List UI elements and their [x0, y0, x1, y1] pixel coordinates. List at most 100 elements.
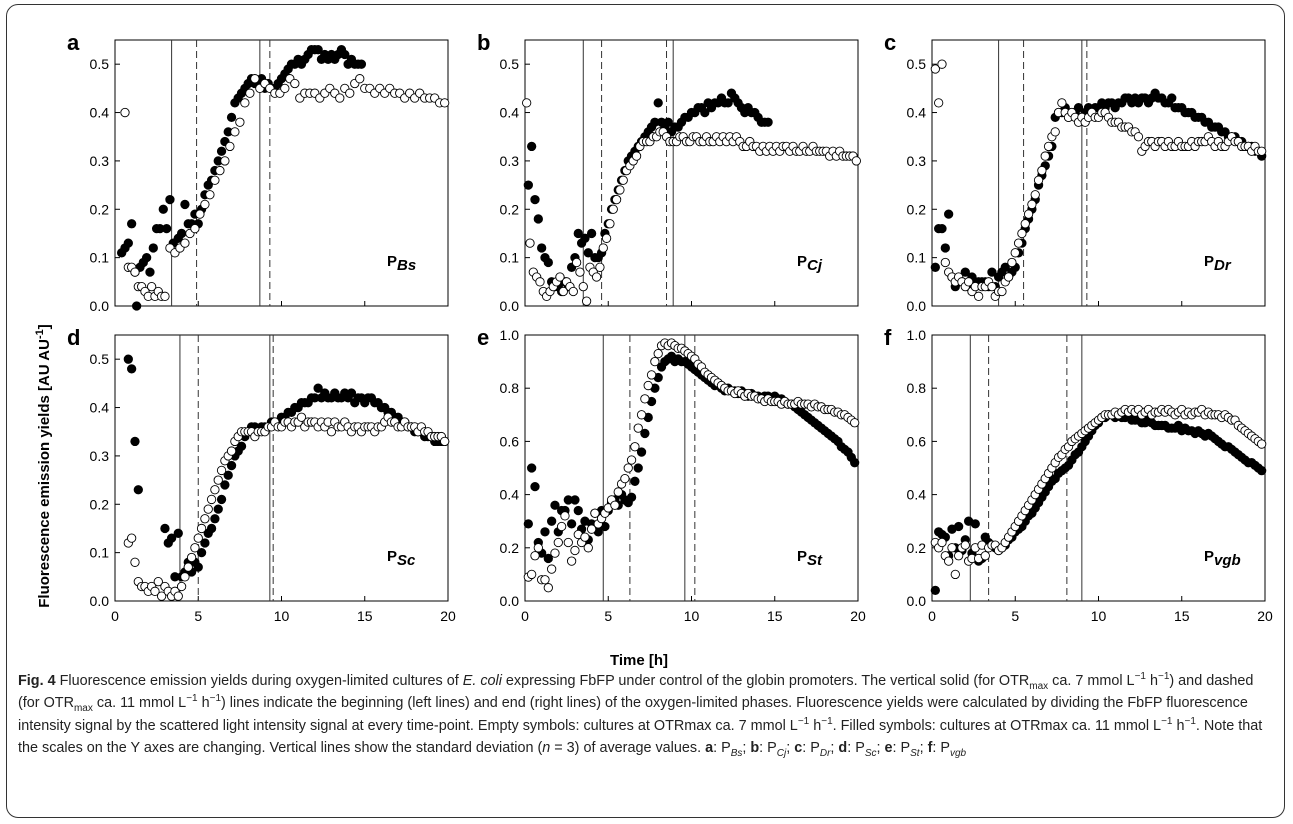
caption-sub: Cj [776, 748, 787, 760]
point-open [355, 74, 365, 84]
caption-text: ) and dashed (for OTR [18, 673, 1254, 712]
promoter-label: PBs [387, 253, 416, 274]
y-tick-label: 0.5 [90, 351, 110, 367]
x-tick-label: 0 [111, 608, 119, 624]
point-filled [640, 428, 650, 439]
point-open [595, 262, 605, 272]
promoter-label: PDr [1204, 253, 1232, 274]
caption-text: expressing FbFP under control of the glo… [501, 673, 1030, 689]
point-filled [550, 500, 560, 510]
point-open [220, 156, 230, 166]
y-tick-label: 0.2 [90, 201, 110, 217]
point-filled [527, 141, 537, 152]
caption-sub: max [1029, 680, 1049, 692]
point-filled [940, 243, 950, 253]
caption-sub: Sc [864, 748, 877, 760]
point-filled [850, 458, 860, 468]
point-open [631, 151, 642, 161]
point-open [326, 427, 337, 437]
point-filled [960, 267, 970, 277]
point-filled [1167, 93, 1177, 103]
point-open [980, 551, 990, 561]
point-open [997, 286, 1007, 297]
point-filled [313, 45, 323, 55]
promoter-subscript: Cj [807, 257, 823, 274]
point-open [126, 533, 137, 543]
panel-letter: a [67, 30, 80, 55]
point-filled [586, 228, 597, 239]
point-open [196, 523, 207, 534]
point-open [535, 277, 545, 287]
point-filled [530, 481, 540, 492]
point-filled [166, 533, 177, 543]
point-open [613, 487, 623, 497]
point-open [120, 107, 130, 118]
caption-text: : P [759, 740, 777, 757]
point-open [570, 545, 580, 556]
point-filled [165, 194, 175, 205]
caption-text: h [197, 695, 210, 712]
promoter-label: Pvgb [1204, 548, 1241, 569]
point-filled [543, 257, 553, 268]
point-open [1017, 228, 1027, 239]
panel-e: e 0.0 0.2 0.4 0.6 0.8 1.0 0 5 10 15 20 PSt [477, 325, 866, 624]
point-filled [663, 117, 673, 127]
caption-text: h [1145, 673, 1158, 689]
x-tick-label: 10 [684, 608, 700, 624]
point-filled [546, 516, 557, 526]
point-filled [944, 209, 954, 219]
point-open [173, 591, 183, 601]
point-open [555, 272, 565, 282]
point-open [1020, 219, 1030, 229]
point-open [193, 533, 203, 543]
y-axis-label: Fluorescence emission yields [AU AU-1] [34, 324, 53, 607]
y-tick-label: 0.2 [907, 201, 927, 217]
series-filled [523, 88, 773, 297]
point-open [527, 569, 537, 580]
point-filled [533, 214, 543, 224]
point-open [226, 446, 237, 456]
series-open [120, 74, 450, 301]
point-open [156, 591, 167, 601]
y-tick-label: 0.0 [500, 593, 520, 609]
figure-frame [6, 4, 1285, 818]
point-open [620, 473, 630, 484]
point-open [245, 88, 255, 98]
point-open [633, 423, 643, 433]
point-open [206, 494, 217, 505]
point-filled [523, 519, 533, 529]
point-open [973, 291, 984, 301]
point-filled [530, 194, 540, 205]
point-filled [573, 505, 583, 516]
caption-sub: Dr [819, 748, 831, 760]
promoter-prefix: P [387, 253, 397, 270]
point-open [550, 548, 560, 558]
point-open [146, 282, 157, 292]
x-tick-label: 10 [274, 608, 290, 624]
x-tick-label: 20 [440, 608, 456, 624]
y-tick-label: 0.3 [90, 153, 110, 169]
series-filled [523, 351, 860, 564]
caption-sub: vgb [949, 748, 967, 760]
y-tick-label: 0.5 [907, 56, 927, 72]
point-open [591, 272, 602, 282]
y-tick-label: 0.3 [907, 153, 927, 169]
y-tick-label: 0.2 [90, 496, 110, 512]
point-filled [1000, 262, 1010, 272]
point-open [1013, 238, 1024, 248]
point-open [546, 564, 557, 574]
point-filled [123, 354, 133, 364]
point-open [558, 286, 568, 297]
point-filled [987, 267, 997, 277]
point-open [563, 537, 573, 548]
y-tick-label: 0.5 [90, 56, 110, 72]
series-open [123, 412, 450, 601]
point-filled [126, 364, 137, 374]
x-tick-label: 5 [1011, 608, 1019, 624]
point-open [650, 356, 660, 367]
point-open [937, 537, 947, 548]
point-filled [937, 223, 947, 234]
point-filled [176, 228, 187, 239]
caption-sub: max [73, 703, 93, 715]
point-filled [133, 485, 143, 495]
